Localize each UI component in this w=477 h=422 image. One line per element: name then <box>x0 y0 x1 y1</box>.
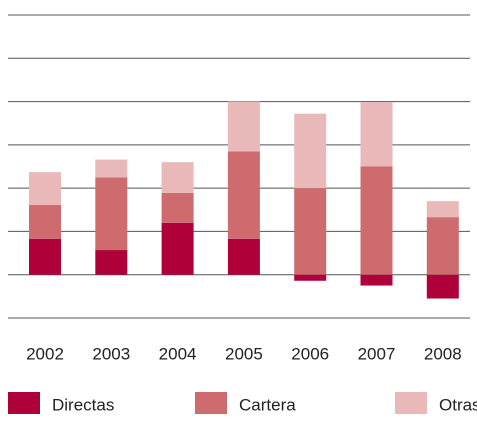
bar-segment <box>161 162 194 193</box>
bar-segment <box>360 102 393 167</box>
bar-segment <box>360 166 393 275</box>
bar-segment <box>227 151 260 239</box>
x-tick-label: 2003 <box>92 344 130 363</box>
legend-swatch <box>195 392 227 414</box>
legend-label: Otras <box>439 395 477 414</box>
bar-segment <box>294 113 327 189</box>
bar-segment <box>161 222 194 275</box>
bar-segment <box>95 250 128 275</box>
bar-segment <box>227 101 260 152</box>
bar-segment <box>294 274 327 281</box>
legend-label: Cartera <box>239 395 296 414</box>
legend-swatch <box>395 392 427 414</box>
bar-segment <box>426 201 459 218</box>
bar-segment <box>161 192 194 223</box>
x-tick-label: 2008 <box>424 344 462 363</box>
x-tick-label: 2006 <box>291 344 329 363</box>
bar-segment <box>95 177 128 251</box>
legend-swatch <box>8 392 40 414</box>
bar-segment <box>360 274 393 286</box>
bar-segment <box>426 217 459 275</box>
bar-segment <box>426 274 459 299</box>
x-tick-label: 2005 <box>225 344 263 363</box>
bar-segment <box>29 172 61 206</box>
x-tick-label: 2004 <box>159 344 197 363</box>
bar-segment <box>95 159 128 178</box>
bar-segment <box>227 238 260 275</box>
bar-segment <box>29 205 61 239</box>
x-tick-label: 2007 <box>358 344 396 363</box>
x-tick-label: 2002 <box>26 344 64 363</box>
bar-segment <box>29 238 61 275</box>
legend-label: Directas <box>52 395 114 414</box>
bar-segment <box>294 188 327 275</box>
